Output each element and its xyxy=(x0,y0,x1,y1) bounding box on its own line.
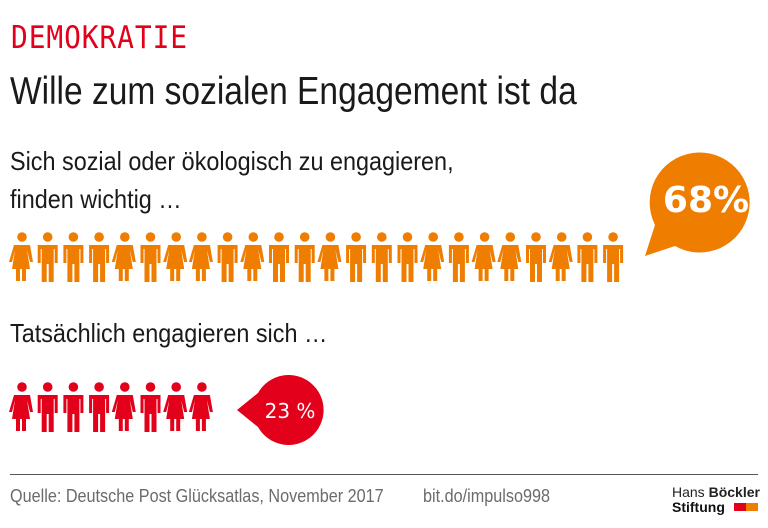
man-icon xyxy=(37,232,58,282)
logo-orange-bar xyxy=(746,503,758,511)
woman-icon xyxy=(188,382,213,431)
woman-icon xyxy=(471,232,496,281)
man-icon xyxy=(63,232,84,282)
divider xyxy=(10,474,758,475)
man-icon xyxy=(346,232,367,282)
man-icon xyxy=(89,232,110,282)
logo-hans: Hans xyxy=(672,484,709,500)
logo-boeckler: Böckler xyxy=(708,484,760,500)
orange-people-row xyxy=(9,232,624,282)
question-2: Tatsächlich engagieren sich … xyxy=(10,318,328,348)
woman-icon xyxy=(163,382,188,431)
man-icon xyxy=(448,232,469,282)
woman-icon xyxy=(240,232,265,281)
woman-icon xyxy=(420,232,445,281)
page-title: Wille zum sozialen Engagement ist da xyxy=(10,70,577,113)
man-icon xyxy=(37,382,58,432)
man-icon xyxy=(603,232,624,282)
source: Quelle: Deutsche Post Glücksatlas, Novem… xyxy=(10,486,384,506)
red-people-row xyxy=(9,382,213,432)
speech-bubble-68 xyxy=(645,152,750,256)
man-icon xyxy=(140,382,161,432)
question-1-line-2: finden wichtig … xyxy=(10,184,182,214)
woman-icon xyxy=(163,232,188,281)
woman-icon xyxy=(9,382,33,431)
logo-line-1: Hans Böckler xyxy=(672,484,760,500)
man-icon xyxy=(269,232,289,282)
woman-icon xyxy=(497,232,522,281)
question-1: Sich sozial oder ökologisch zu engagiere… xyxy=(10,142,454,218)
woman-icon xyxy=(111,232,136,281)
man-icon xyxy=(526,232,546,282)
man-icon xyxy=(140,232,161,282)
source-link[interactable]: bit.do/impulso998 xyxy=(423,486,550,506)
woman-icon xyxy=(111,382,136,431)
woman-icon xyxy=(188,232,213,281)
man-icon xyxy=(397,232,418,282)
woman-icon xyxy=(317,232,342,281)
man-icon xyxy=(294,232,315,282)
speech-bubble-23 xyxy=(237,375,324,446)
man-icon xyxy=(63,382,84,432)
value-label-68: 68% xyxy=(663,180,749,221)
woman-icon xyxy=(548,232,573,281)
kicker: DEMOKRATIE xyxy=(11,20,188,56)
man-icon xyxy=(371,232,392,282)
logo-line-2: Stiftung xyxy=(672,499,725,515)
man-icon xyxy=(89,382,110,432)
pictogram-chart: 68% 23 % xyxy=(9,152,750,446)
woman-icon xyxy=(9,232,33,281)
man-icon xyxy=(577,232,598,282)
value-label-23: 23 % xyxy=(265,399,316,423)
logo-red-bar xyxy=(734,503,746,511)
man-icon xyxy=(217,232,238,282)
question-1-line-1: Sich sozial oder ökologisch zu engagiere… xyxy=(10,146,454,176)
